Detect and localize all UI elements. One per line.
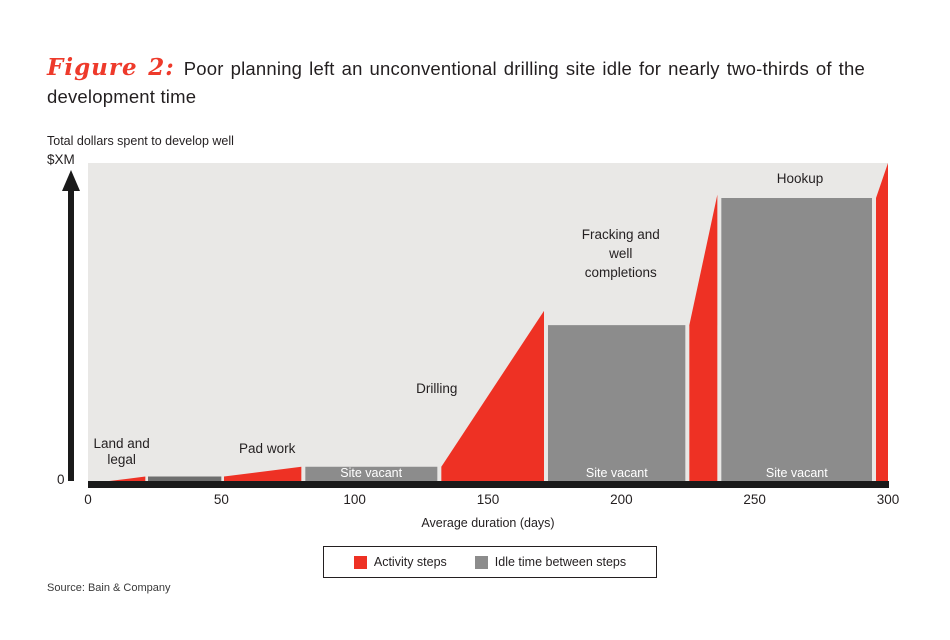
label-pad-work: Pad work — [239, 441, 296, 457]
y-axis-caption: Total dollars spent to develop well — [47, 134, 234, 148]
y-axis-max-label: $XM — [47, 152, 75, 167]
activity-area-pad-work — [224, 466, 302, 481]
legend-idle-label: Idle time between steps — [494, 555, 627, 569]
x-tick-50: 50 — [213, 492, 229, 507]
label-land-and-legal: Land and legal — [93, 436, 150, 468]
y-axis-zero-label: 0 — [57, 472, 65, 487]
figure-number-label: Figure 2: — [47, 54, 175, 81]
source-note: Source: Bain & Company — [47, 582, 171, 594]
area-chart — [109, 163, 888, 481]
label-site-vacant-1: Site vacant — [340, 466, 403, 480]
legend-item-idle: Idle time between steps — [474, 555, 627, 569]
label-site-vacant-2: Site vacant — [585, 466, 648, 480]
activity-area-fracking-and-well-completions — [689, 194, 718, 481]
legend-box: Activity steps Idle time between steps — [323, 546, 657, 578]
x-axis-line — [88, 481, 889, 488]
activity-swatch-icon — [353, 555, 367, 569]
label-fracking-and-well-completions: Fracking and well completions — [581, 227, 660, 280]
idle-area — [148, 476, 222, 481]
x-tick-250: 250 — [743, 492, 766, 507]
x-tick-100: 100 — [343, 492, 366, 507]
activity-area-land-and-legal — [109, 476, 146, 481]
activity-area-drilling — [441, 310, 544, 481]
plot-area: Land and legal Pad work Drilling Frackin… — [88, 163, 888, 481]
x-axis-ticks: 0 50 100 150 200 250 300 — [84, 492, 899, 510]
label-drilling: Drilling — [416, 380, 458, 396]
x-tick-300: 300 — [876, 492, 900, 507]
x-tick-0: 0 — [84, 492, 92, 507]
legend-item-activity: Activity steps — [353, 555, 447, 569]
label-site-vacant-3: Site vacant — [765, 466, 828, 480]
figure-title: Figure 2: Poor planning left an unconvent… — [47, 54, 865, 111]
legend-activity-label: Activity steps — [373, 555, 447, 569]
x-tick-150: 150 — [476, 492, 500, 507]
x-tick-200: 200 — [610, 492, 633, 507]
figure-title-text: Poor planning left an unconventional dri… — [47, 58, 865, 107]
idle-swatch-icon — [474, 555, 488, 569]
label-hookup: Hookup — [776, 170, 824, 186]
idle-area-site-vacant — [721, 197, 872, 481]
y-axis-line — [68, 189, 74, 481]
idle-area-site-vacant — [548, 325, 686, 481]
activity-area-hookup — [876, 163, 888, 481]
idle-area-site-vacant — [305, 466, 438, 481]
x-axis-title: Average duration (days) — [421, 516, 555, 530]
y-axis-arrowhead-icon — [62, 170, 80, 191]
